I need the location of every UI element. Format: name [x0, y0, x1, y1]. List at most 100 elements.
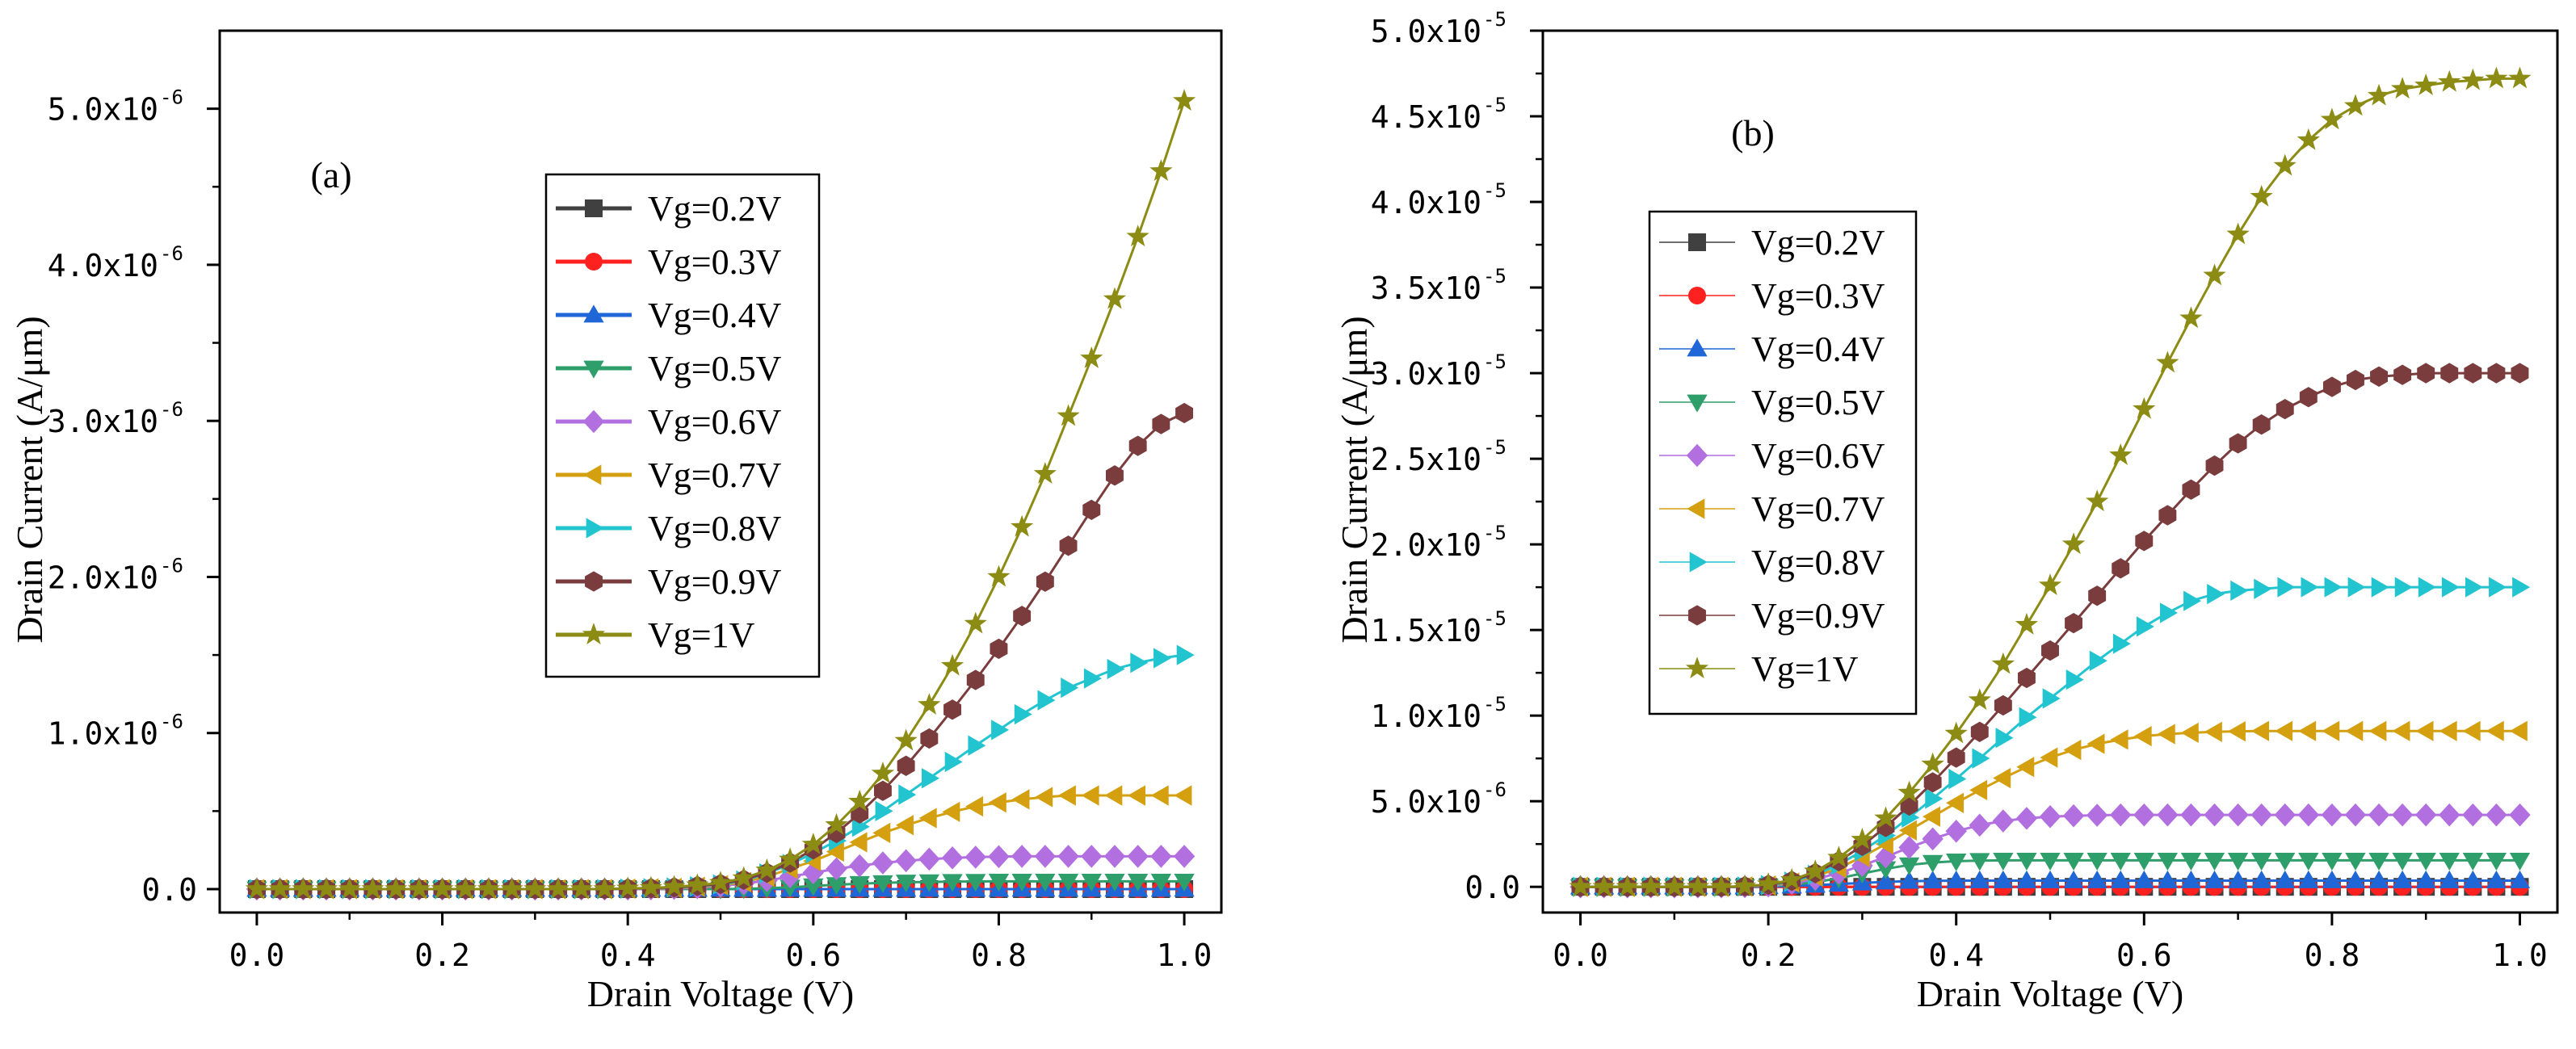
data-point — [755, 858, 779, 880]
x-tick-label: 0.0 — [1553, 938, 1608, 973]
legend-item: Vg=0.8V — [1659, 543, 1885, 582]
data-point — [2204, 870, 2225, 888]
data-point — [1897, 780, 1921, 803]
data-point — [2157, 852, 2179, 871]
data-point — [1037, 690, 1056, 711]
data-point — [873, 780, 892, 801]
data-point — [1875, 845, 1897, 869]
data-point — [1947, 747, 1965, 768]
data-point — [2230, 580, 2249, 602]
legend-marker — [583, 360, 604, 379]
data-point — [2512, 577, 2531, 598]
data-point — [2110, 870, 2131, 888]
data-point — [2086, 852, 2107, 871]
data-point — [2344, 803, 2367, 827]
data-point — [1948, 768, 1967, 790]
data-point — [1080, 346, 1103, 368]
data-point — [2112, 558, 2130, 579]
legend-label: Vg=0.6V — [1751, 436, 1885, 476]
data-point — [2486, 720, 2504, 741]
data-point — [849, 875, 870, 894]
data-point — [943, 699, 961, 720]
data-point — [2063, 870, 2084, 888]
data-point — [2392, 852, 2413, 871]
data-point — [2157, 870, 2179, 888]
data-point — [2368, 852, 2389, 871]
data-point — [921, 768, 939, 789]
legend-label: Vg=0.3V — [648, 242, 782, 282]
legend-marker — [583, 304, 604, 323]
data-point — [1569, 875, 1592, 897]
data-point — [1827, 845, 1851, 868]
data-point — [2415, 870, 2436, 888]
data-point — [477, 877, 501, 900]
legend-item: Vg=0.3V — [556, 242, 782, 282]
data-point — [2367, 83, 2391, 106]
legend: Vg=0.2V Vg=0.3V Vg=0.4V Vg=0.5V Vg=0.6V Vg=0.… — [544, 173, 821, 678]
data-point — [2461, 68, 2485, 90]
x-axis-title: Drain Voltage (V) — [587, 973, 854, 1014]
data-point — [2110, 852, 2131, 871]
data-point — [546, 877, 570, 900]
legend-marker — [1689, 552, 1708, 573]
data-point — [292, 877, 315, 900]
data-point — [1035, 787, 1053, 808]
data-point — [918, 808, 937, 829]
data-point — [2275, 720, 2293, 741]
data-point — [2015, 807, 2038, 830]
data-point — [2160, 602, 2179, 623]
y-tick-exponent: -5 — [1483, 179, 1507, 202]
legend-marker — [1688, 287, 1706, 304]
y-tick-exponent: -5 — [1483, 522, 1507, 544]
data-point — [2298, 852, 2319, 871]
data-point — [1011, 845, 1033, 868]
data-point — [2088, 585, 2107, 606]
data-point — [2042, 688, 2061, 709]
data-point — [2182, 479, 2200, 500]
data-point — [2016, 757, 2035, 778]
data-point — [2250, 184, 2273, 207]
legend-label: Vg=0.5V — [648, 349, 782, 388]
data-point — [2109, 443, 2133, 465]
data-point — [431, 877, 454, 900]
data-point — [1969, 870, 1990, 888]
data-point — [1011, 514, 1034, 537]
data-point — [2392, 870, 2413, 888]
data-point — [1175, 402, 1194, 424]
data-point — [2017, 667, 2036, 689]
data-point — [1592, 875, 1616, 897]
y-tick-label: 1.5x10 — [1371, 613, 1481, 648]
data-point — [2274, 803, 2296, 827]
data-point — [2509, 803, 2531, 827]
data-point — [2229, 433, 2247, 454]
data-point — [2417, 363, 2435, 384]
data-point — [1968, 688, 1991, 711]
data-point — [1081, 845, 1103, 868]
data-point — [1176, 644, 1195, 665]
data-point — [2157, 724, 2175, 745]
data-point — [1898, 857, 1920, 875]
data-point — [988, 873, 1010, 892]
x-tick-label: 0.2 — [1741, 938, 1796, 973]
y-tick-label: 3.5x10 — [1371, 271, 1481, 306]
legend-item: Vg=0.7V — [556, 455, 782, 495]
data-point — [944, 751, 963, 773]
y-tick-label: 4.0x10 — [48, 248, 158, 283]
y-tick-label: 1.0x10 — [1371, 699, 1481, 734]
data-point — [2273, 153, 2297, 176]
x-tick-label: 1.0 — [1157, 938, 1212, 973]
data-point — [849, 854, 871, 878]
data-point — [1993, 767, 2011, 789]
data-point — [2485, 66, 2508, 89]
data-point — [875, 800, 893, 822]
data-point — [1756, 872, 1780, 895]
data-point — [1107, 658, 1125, 680]
data-point — [1946, 792, 1965, 813]
data-point — [2298, 870, 2319, 888]
data-point — [2321, 803, 2343, 827]
data-point — [2133, 870, 2154, 888]
data-point — [968, 735, 986, 756]
data-point — [2486, 852, 2507, 871]
data-point — [593, 877, 616, 900]
data-point — [1033, 462, 1057, 484]
